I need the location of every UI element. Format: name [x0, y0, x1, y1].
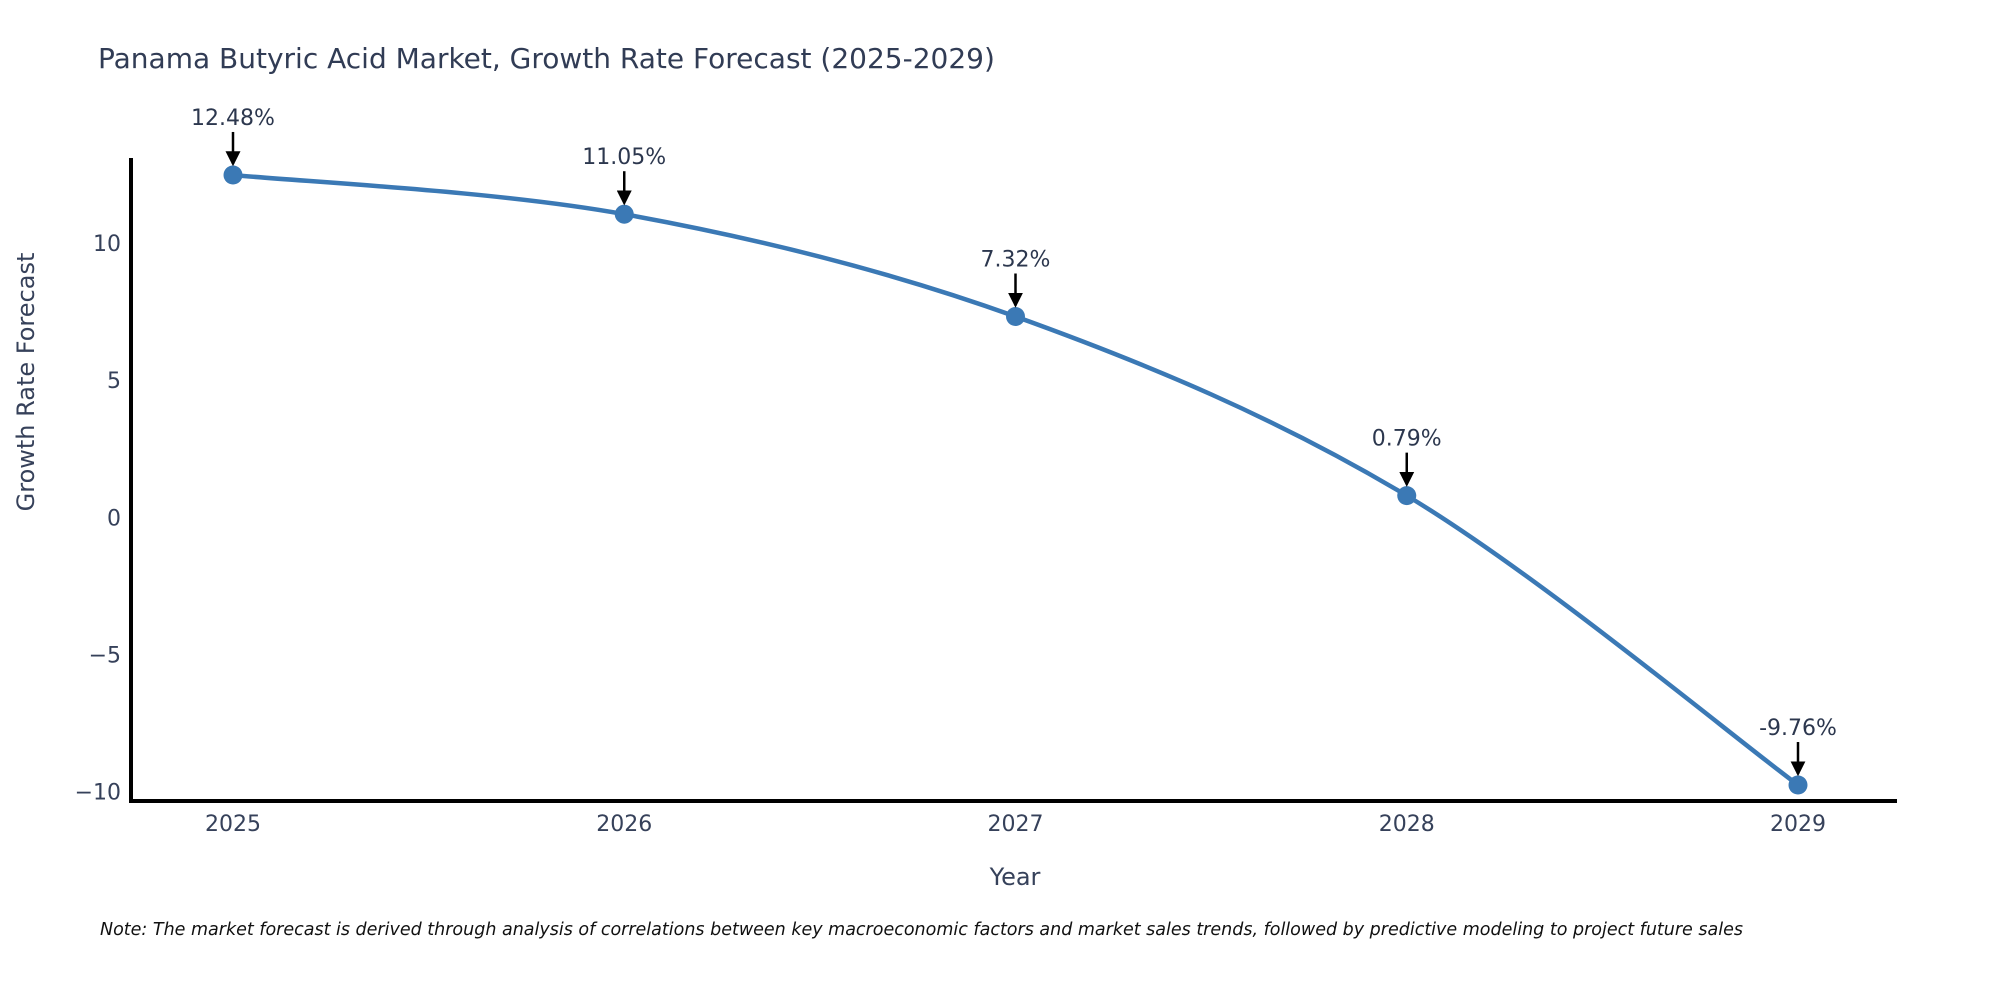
x-tick-1: 2026: [596, 812, 652, 837]
point-label-4: -9.76%: [1759, 716, 1837, 741]
x-tick-3: 2028: [1379, 812, 1435, 837]
x-tick-4: 2029: [1770, 812, 1826, 837]
footnote: Note: The market forecast is derived thr…: [100, 920, 1743, 940]
y-tick-1: 5: [107, 369, 121, 394]
x-tick-2: 2027: [988, 812, 1044, 837]
point-label-0: 12.48%: [191, 106, 275, 131]
data-point-2025: [223, 165, 243, 185]
y-axis-ticks: 10 5 0 −5 −10: [75, 232, 121, 806]
y-tick-4: −10: [75, 781, 121, 806]
y-tick-3: −5: [89, 643, 121, 668]
chart-title: Panama Butyric Acid Market, Growth Rate …: [98, 42, 995, 75]
data-point-2027: [1006, 307, 1025, 327]
data-point-2028: [1397, 486, 1417, 506]
data-point-2029: [1788, 775, 1808, 795]
forecast-line: [230, 172, 1801, 788]
data-point-2026: [614, 204, 634, 224]
point-label-1: 11.05%: [582, 145, 666, 170]
point-label-3: 0.79%: [1372, 427, 1442, 452]
point-label-2: 7.32%: [981, 248, 1051, 273]
y-tick-0: 10: [93, 232, 121, 257]
annotations: 12.48% 11.05% 7.32% 0.79% -9.76%: [191, 106, 1837, 777]
x-axis-ticks: 2025 2026 2027 2028 2029: [205, 812, 1826, 837]
x-axis-label: Year: [989, 863, 1041, 891]
data-points: [223, 165, 1808, 795]
x-tick-0: 2025: [205, 812, 261, 837]
y-tick-2: 0: [107, 506, 121, 531]
